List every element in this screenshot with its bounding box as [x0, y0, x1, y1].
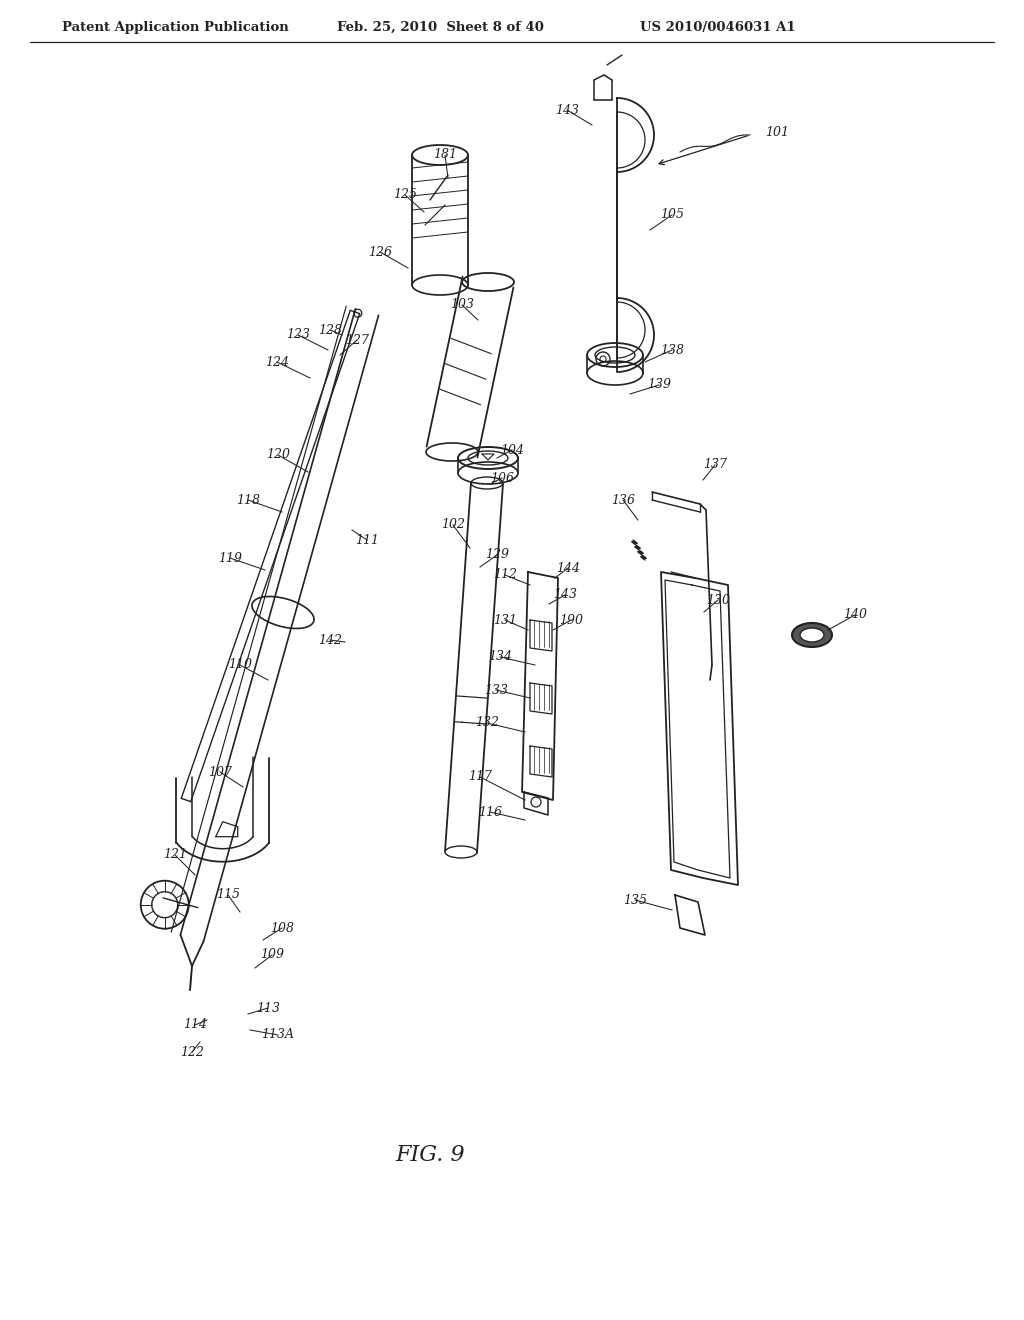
Text: 140: 140 — [843, 609, 867, 622]
Text: 126: 126 — [368, 246, 392, 259]
Text: 134: 134 — [488, 651, 512, 664]
Text: 120: 120 — [266, 449, 290, 462]
Text: 105: 105 — [660, 209, 684, 222]
Text: 123: 123 — [286, 329, 310, 342]
Text: 104: 104 — [500, 444, 524, 457]
Text: 144: 144 — [556, 561, 580, 574]
Text: 113A: 113A — [261, 1028, 295, 1041]
Text: 101: 101 — [765, 125, 790, 139]
Text: 133: 133 — [484, 684, 508, 697]
Text: 119: 119 — [218, 552, 242, 565]
Text: 142: 142 — [318, 634, 342, 647]
Text: 117: 117 — [468, 771, 492, 784]
Text: 138: 138 — [660, 343, 684, 356]
Text: 109: 109 — [260, 949, 284, 961]
Ellipse shape — [800, 628, 824, 642]
Text: 114: 114 — [183, 1019, 207, 1031]
Text: 106: 106 — [490, 471, 514, 484]
Text: 110: 110 — [228, 659, 252, 672]
Text: 135: 135 — [623, 894, 647, 907]
Text: 190: 190 — [559, 614, 583, 627]
Text: 128: 128 — [318, 323, 342, 337]
Text: 112: 112 — [493, 569, 517, 582]
Text: Patent Application Publication: Patent Application Publication — [61, 21, 289, 33]
Text: 122: 122 — [180, 1045, 204, 1059]
Text: 111: 111 — [355, 533, 379, 546]
Text: 132: 132 — [475, 717, 499, 730]
Text: 124: 124 — [265, 355, 289, 368]
Text: 127: 127 — [345, 334, 369, 346]
Text: 102: 102 — [441, 519, 465, 532]
Text: Feb. 25, 2010  Sheet 8 of 40: Feb. 25, 2010 Sheet 8 of 40 — [337, 21, 544, 33]
Text: 118: 118 — [236, 494, 260, 507]
Text: 137: 137 — [703, 458, 727, 471]
Text: 181: 181 — [433, 149, 457, 161]
Text: FIG. 9: FIG. 9 — [395, 1144, 465, 1166]
Text: 113: 113 — [256, 1002, 280, 1015]
Text: 125: 125 — [393, 189, 417, 202]
Text: 129: 129 — [485, 549, 509, 561]
Text: 139: 139 — [647, 379, 671, 392]
Text: 136: 136 — [611, 494, 635, 507]
Text: US 2010/0046031 A1: US 2010/0046031 A1 — [640, 21, 796, 33]
Text: 115: 115 — [216, 888, 240, 902]
Text: 121: 121 — [163, 849, 187, 862]
Text: 130: 130 — [706, 594, 730, 606]
Text: 103: 103 — [450, 298, 474, 312]
Text: 107: 107 — [208, 766, 232, 779]
Text: 116: 116 — [478, 805, 502, 818]
Ellipse shape — [792, 623, 831, 647]
Text: 131: 131 — [493, 614, 517, 627]
Text: 143: 143 — [553, 589, 577, 602]
Text: 143: 143 — [555, 103, 579, 116]
Text: 108: 108 — [270, 921, 294, 935]
